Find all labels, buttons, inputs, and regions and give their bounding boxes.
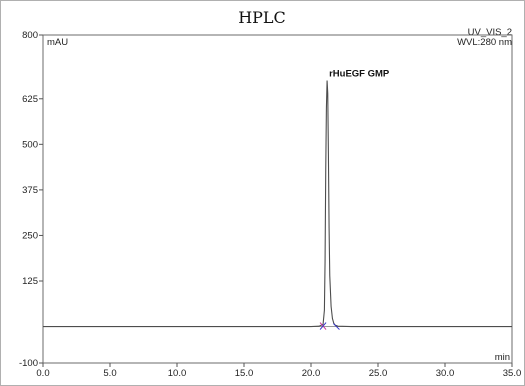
x-tick-label: 30.0: [436, 368, 455, 379]
x-axis-unit: min: [495, 352, 510, 363]
x-tick-label: 0.0: [36, 368, 49, 379]
y-tick-label: 125: [22, 276, 38, 287]
y-axis-unit: mAU: [47, 37, 68, 48]
channel-label: UV_VIS_2: [468, 27, 512, 38]
plot-area: [42, 34, 513, 364]
x-tick-label: 10.0: [168, 368, 187, 379]
y-tick-label: 625: [22, 94, 38, 105]
x-tick-label: 5.0: [103, 368, 116, 379]
wavelength-label: WVL:280 nm: [457, 37, 512, 48]
x-tick-label: 20.0: [302, 368, 321, 379]
integration-end-marker: [333, 323, 340, 330]
y-tick-label: 250: [22, 230, 38, 241]
y-tick-label: 800: [22, 30, 38, 41]
x-tick-label: 25.0: [369, 368, 388, 379]
integration-start-marker-cross: [319, 322, 327, 330]
y-tick-label: 375: [22, 185, 38, 196]
peak-label: rHuEGF GMP: [329, 69, 390, 80]
x-tick-label: 35.0: [503, 368, 522, 379]
y-tick-label: -100: [19, 358, 38, 369]
x-tick-label: 15.0: [235, 368, 254, 379]
y-tick-label: 500: [22, 139, 38, 150]
chart-title: HPLC: [238, 8, 286, 27]
